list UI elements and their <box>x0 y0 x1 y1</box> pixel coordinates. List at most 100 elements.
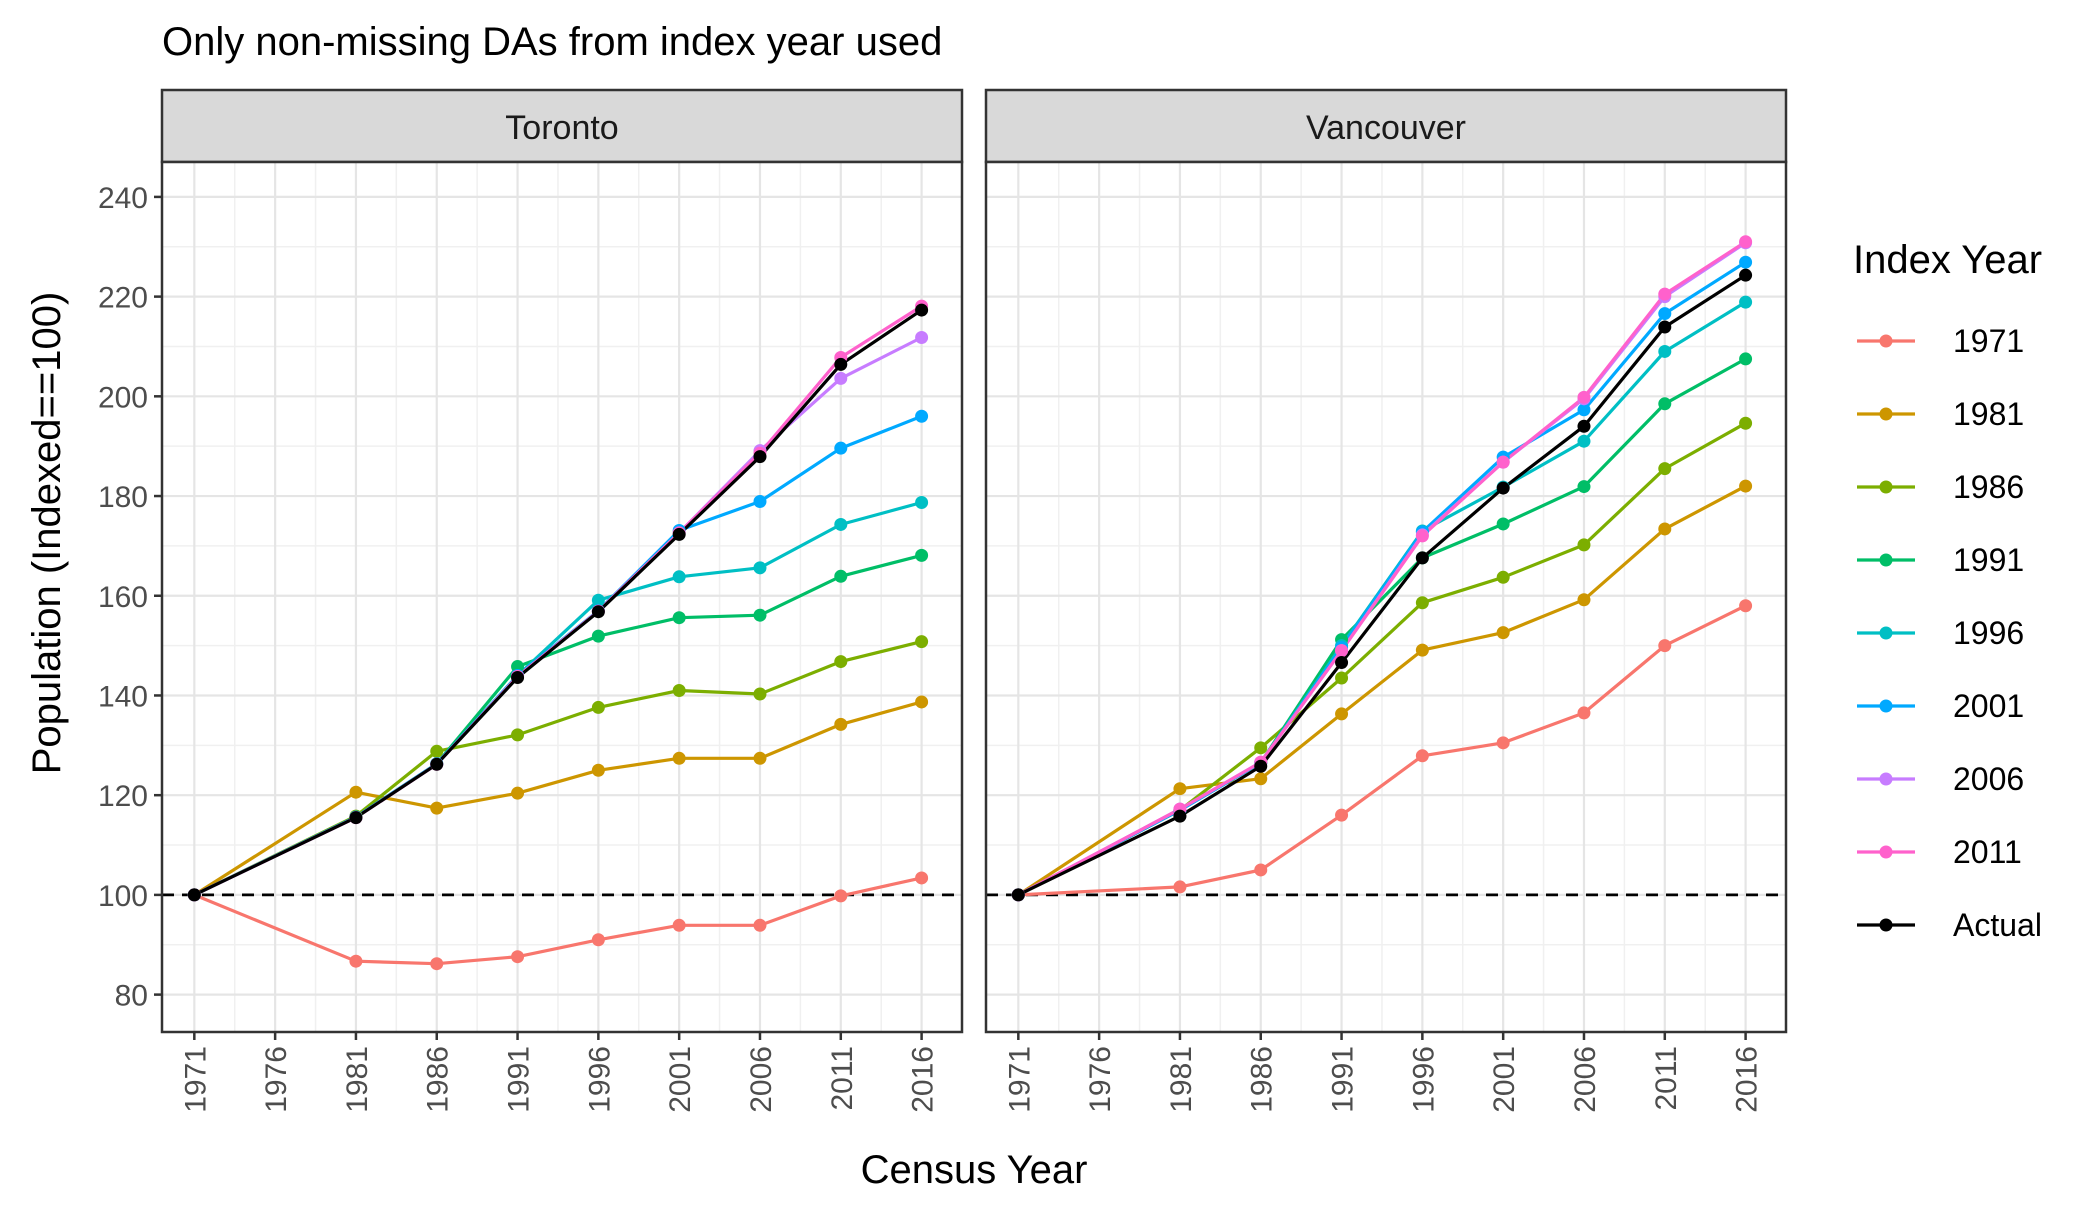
legend-item-2011: 2011 <box>1857 834 2022 870</box>
data-point-2001-2006 <box>1577 403 1591 417</box>
legend-key-point-1986 <box>1879 480 1893 494</box>
x-tick-label-toronto: 1981 <box>341 1046 374 1113</box>
data-point-1971-1981 <box>1173 880 1187 894</box>
data-point-1991-2006 <box>753 608 767 622</box>
legend-label-2006: 2006 <box>1953 761 2024 797</box>
data-point-actual-2006 <box>1577 419 1591 433</box>
x-tick-label-vancouver: 1991 <box>1327 1046 1360 1113</box>
data-point-2001-2011 <box>834 441 848 455</box>
legend-key-point-1991 <box>1879 553 1893 567</box>
legend-label-1981: 1981 <box>1953 396 2024 432</box>
data-point-1986-2011 <box>834 655 848 669</box>
data-point-actual-2006 <box>753 450 767 464</box>
legend-label-2011: 2011 <box>1953 834 2022 870</box>
data-point-1981-2006 <box>753 751 767 765</box>
legend-item-1986: 1986 <box>1857 469 2024 505</box>
chart-title: Only non-missing DAs from index year use… <box>162 20 942 64</box>
legend-label-2001: 2001 <box>1953 688 2024 724</box>
legend-key-point-1981 <box>1879 407 1893 421</box>
data-point-1971-2016 <box>915 871 929 885</box>
data-point-1981-2006 <box>1577 593 1591 607</box>
legend-item-2006: 2006 <box>1857 761 2024 797</box>
data-point-actual-1981 <box>1173 809 1187 823</box>
data-point-1991-2001 <box>1496 517 1510 531</box>
data-point-1996-2001 <box>672 570 686 584</box>
data-point-1981-1986 <box>430 801 444 815</box>
data-point-1991-1991 <box>511 660 525 674</box>
x-tick-label-vancouver: 1976 <box>1084 1046 1117 1113</box>
data-point-1971-2011 <box>1658 639 1672 653</box>
data-point-1981-1991 <box>511 786 525 800</box>
data-point-actual-1981 <box>349 811 363 825</box>
y-tick-label: 80 <box>115 980 148 1013</box>
data-point-1971-1981 <box>349 954 363 968</box>
legend: Index Year 1971 1981 1986 1991 1996 2001 2006 2… <box>1853 238 2042 943</box>
x-tick-label-toronto: 1976 <box>260 1046 293 1113</box>
data-point-1981-2001 <box>672 751 686 765</box>
data-point-2001-2016 <box>1739 255 1753 269</box>
x-tick-label-vancouver: 1986 <box>1246 1046 1279 1113</box>
plot-background-toronto <box>162 162 962 1032</box>
legend-item-1971: 1971 <box>1857 323 2024 359</box>
legend-key-point-1996 <box>1879 626 1893 640</box>
data-point-1971-1996 <box>591 933 605 947</box>
data-point-actual-1991 <box>511 671 525 685</box>
data-point-1981-1996 <box>591 763 605 777</box>
data-point-2011-1996 <box>1415 529 1429 543</box>
data-point-1971-2016 <box>1739 599 1753 613</box>
data-point-1971-1986 <box>430 957 444 971</box>
data-point-1986-2016 <box>1739 416 1753 430</box>
legend-item-1991: 1991 <box>1857 542 2024 578</box>
x-axis-title: Census Year <box>861 1148 1088 1192</box>
panel-vancouver: Vancouver 1971 1976 1981 1986 1991 1996 2001 200… <box>984 88 1788 1113</box>
data-point-1971-1986 <box>1254 863 1268 877</box>
data-point-1991-2011 <box>1658 397 1672 411</box>
panel-border-vancouver <box>984 160 1788 1034</box>
data-point-1996-2006 <box>753 561 767 575</box>
x-tick-label-vancouver: 1996 <box>1407 1046 1440 1113</box>
legend-label-1971: 1971 <box>1953 323 2024 359</box>
data-point-1986-1991 <box>1335 671 1349 685</box>
x-tick-label-toronto: 2001 <box>664 1046 697 1113</box>
legend-key-point-2001 <box>1879 699 1893 713</box>
data-point-1996-1996 <box>591 593 605 607</box>
data-point-1991-2016 <box>1739 352 1753 366</box>
data-point-1971-2006 <box>1577 706 1591 720</box>
data-point-1981-2011 <box>1658 522 1672 536</box>
facet-strip-toronto <box>160 88 964 164</box>
data-point-1981-1981 <box>349 785 363 799</box>
x-tick-label-toronto: 2016 <box>907 1046 940 1113</box>
data-point-1991-2011 <box>834 569 848 583</box>
panel-toronto: Toronto 1971 1976 1981 1986 1991 1996 2001 2006 2… <box>98 88 964 1113</box>
data-point-1981-1986 <box>1254 772 1268 786</box>
y-tick-label: 140 <box>98 680 148 713</box>
data-point-2011-1991 <box>1335 644 1349 658</box>
x-tick-label-toronto: 1986 <box>422 1046 455 1113</box>
data-point-1986-2001 <box>672 683 686 697</box>
data-point-actual-2011 <box>834 357 848 371</box>
data-point-actual-1971 <box>187 888 201 902</box>
legend-title: Index Year <box>1853 238 2042 282</box>
data-point-1986-2016 <box>915 635 929 649</box>
legend-key-point-actual <box>1879 918 1893 932</box>
legend-label-1996: 1996 <box>1953 615 2024 651</box>
x-tick-label-vancouver: 1981 <box>1165 1046 1198 1113</box>
data-point-actual-1986 <box>430 757 444 771</box>
data-point-1981-2011 <box>834 717 848 731</box>
data-point-actual-1986 <box>1254 759 1268 773</box>
y-tick-label: 180 <box>98 481 148 514</box>
x-tick-label-vancouver: 2011 <box>1650 1046 1683 1111</box>
x-tick-label-vancouver: 2016 <box>1731 1046 1764 1113</box>
data-point-1981-1991 <box>1335 707 1349 721</box>
data-point-2011-2001 <box>1496 455 1510 469</box>
x-tick-label-toronto: 1971 <box>179 1046 212 1113</box>
data-point-1971-1991 <box>1335 808 1349 822</box>
data-point-1981-2016 <box>1739 479 1753 493</box>
data-point-1986-1996 <box>1415 596 1429 610</box>
legend-item-actual: Actual <box>1857 907 2042 943</box>
x-tick-label-toronto: 1996 <box>583 1046 616 1113</box>
x-tick-label-toronto: 2006 <box>745 1046 778 1113</box>
data-point-actual-1996 <box>591 605 605 619</box>
